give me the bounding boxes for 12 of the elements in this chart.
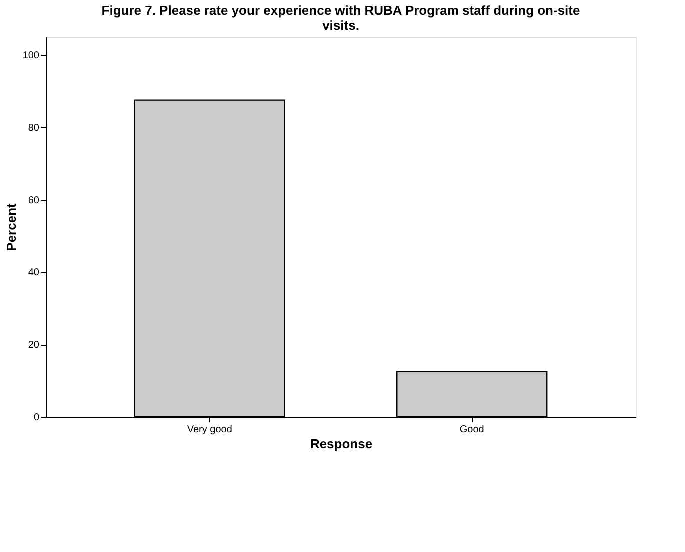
text: visits.: [322, 18, 360, 33]
y-tick-label: 20: [28, 340, 40, 352]
x-axis-title: Response: [310, 436, 373, 452]
y-tick-label: 60: [28, 195, 40, 206]
y-axis-title: Percent: [4, 202, 19, 252]
y-tick-label: 100: [22, 50, 40, 62]
x-tick-label: Good: [460, 424, 484, 436]
y-tick-label: 0: [34, 412, 40, 424]
y-tick-label: 40: [28, 268, 40, 279]
x-tick-label: Very good: [187, 424, 232, 436]
y-tick-label: 80: [28, 122, 40, 134]
text: Figure 7. Please rate your experience with RUBA Program staff during on-site: [102, 3, 580, 18]
